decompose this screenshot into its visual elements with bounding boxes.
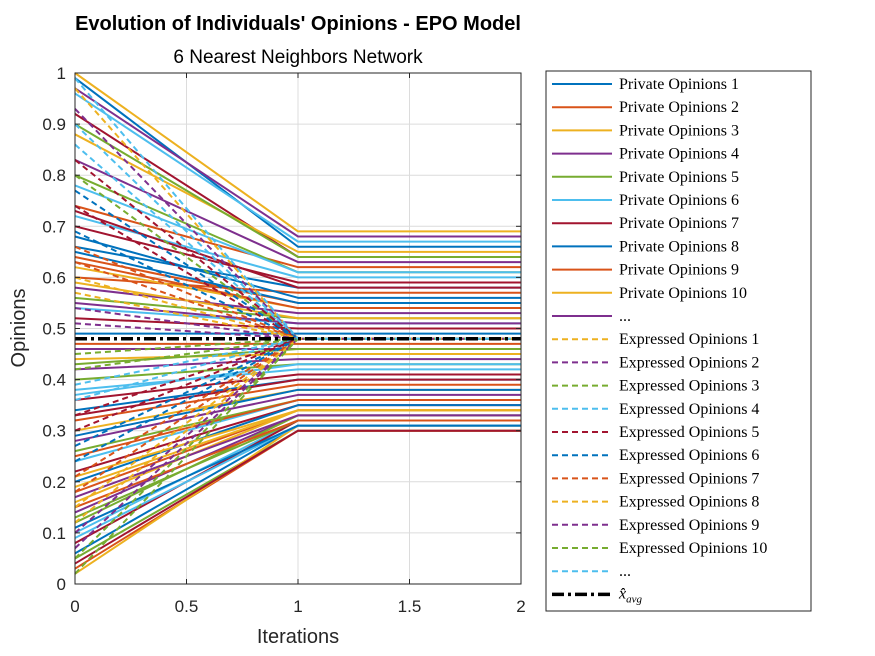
y-tick-label: 0.9: [42, 115, 66, 134]
private-opinion-line: [74, 373, 521, 402]
private-opinion-line: [74, 72, 521, 233]
x-tick-label: 0: [70, 597, 79, 616]
y-tick-label: 0.7: [42, 217, 66, 236]
private-opinion-line: [74, 286, 521, 315]
private-opinion-line: [74, 368, 521, 391]
legend-label: Private Opinions 4: [619, 146, 739, 163]
private-opinion-line: [74, 317, 521, 330]
legend-label-average: x̂avg: [618, 585, 642, 605]
legend-label: Private Opinions 5: [619, 169, 739, 186]
expressed-opinion-line: [74, 337, 521, 509]
legend-box: [545, 70, 812, 612]
private-opinion-line: [74, 210, 521, 289]
legend-label: Expressed Opinions 1: [619, 331, 759, 348]
y-tick-label: 1: [57, 64, 66, 83]
private-opinion-line: [74, 404, 521, 483]
private-opinion-line: [74, 276, 521, 294]
private-opinion-line: [74, 353, 521, 361]
legend-label: ...: [619, 308, 631, 325]
private-opinion-line: [74, 281, 521, 320]
legend-label: Expressed Opinions 9: [619, 517, 759, 534]
y-axis-label: Opinions: [8, 289, 30, 368]
expressed-opinion-line: [74, 337, 521, 447]
private-opinion-line: [74, 301, 521, 325]
private-opinion-line: [74, 363, 521, 396]
expressed-opinion-line: [74, 230, 521, 340]
legend-label: Private Opinions 8: [619, 238, 739, 255]
y-tick-label: 0.2: [42, 473, 66, 492]
private-opinion-line: [74, 393, 521, 442]
private-opinion-line: [74, 383, 521, 422]
legend-label: Expressed Opinions 7: [619, 470, 759, 487]
legend-label: ...: [619, 563, 631, 580]
legend-label: Private Opinions 1: [619, 76, 739, 93]
x-tick-label: 0.5: [175, 597, 199, 616]
private-opinion-line: [74, 399, 521, 458]
private-opinion-line: [74, 358, 521, 371]
private-opinion-line: [74, 250, 521, 304]
legend-label: Expressed Opinions 5: [619, 424, 759, 441]
private-opinion-lines: [74, 72, 521, 575]
private-opinion-line: [74, 133, 521, 253]
plot-area: 0 0.5 1 1.5 2 0 0.1 0.2 0.3 0.4 0.5 0.6 0.7 0.8 0.9 1: [42, 64, 525, 616]
y-tick-label: 0.5: [42, 320, 66, 339]
chart-title: Evolution of Individuals' Opinions - EPO…: [75, 13, 521, 35]
private-opinion-line: [74, 92, 521, 243]
private-opinion-line: [74, 184, 521, 274]
private-opinion-line: [74, 204, 521, 269]
legend-label: Private Opinions 6: [619, 192, 739, 209]
private-opinion-line: [74, 378, 521, 417]
y-tick-label: 0.6: [42, 268, 66, 287]
private-opinion-line: [74, 414, 521, 499]
x-axis-label: Iterations: [257, 626, 339, 648]
legend-items: Private Opinions 1 Private Opinions 2 Priv…: [552, 76, 767, 605]
private-opinion-line: [74, 77, 521, 248]
legend-label: Expressed Opinions 2: [619, 354, 759, 371]
legend-label: Private Opinions 10: [619, 285, 747, 302]
private-opinion-line: [74, 158, 521, 264]
y-tick-label: 0.4: [42, 371, 66, 390]
private-opinion-line: [74, 87, 521, 238]
y-tick-label: 0.8: [42, 166, 66, 185]
y-tick-label: 0.1: [42, 524, 66, 543]
y-tick-label: 0.3: [42, 422, 66, 441]
expressed-opinion-line: [74, 291, 521, 340]
y-tick-label: 0: [57, 575, 66, 594]
legend-label: Expressed Opinions 4: [619, 401, 759, 418]
legend-label: Private Opinions 2: [619, 99, 739, 116]
expressed-opinion-line: [74, 337, 521, 386]
legend: Private Opinions 1 Private Opinions 2 Priv…: [545, 70, 812, 612]
x-tick-label: 1: [293, 597, 302, 616]
private-opinion-line: [74, 424, 521, 529]
legend-label: Expressed Opinions 3: [619, 378, 759, 395]
x-tick-label: 2: [516, 597, 525, 616]
legend-label: Private Opinions 9: [619, 262, 739, 279]
expressed-opinion-line: [74, 123, 521, 340]
chart-subtitle: 6 Nearest Neighbors Network: [173, 47, 423, 68]
private-opinion-line: [74, 225, 521, 284]
legend-label: Expressed Opinions 10: [619, 540, 767, 557]
legend-label: Expressed Opinions 6: [619, 447, 759, 464]
private-opinion-line: [74, 429, 521, 565]
legend-label: Expressed Opinions 8: [619, 494, 759, 511]
legend-label: Private Opinions 3: [619, 122, 739, 139]
private-opinion-line: [74, 123, 521, 258]
legend-label: Private Opinions 7: [619, 215, 739, 232]
private-opinion-line: [74, 235, 521, 299]
private-opinion-line: [74, 409, 521, 488]
ticks: 0 0.5 1 1.5 2 0 0.1 0.2 0.3 0.4 0.5 0.6 0.7 0.8 0.9 1: [42, 64, 525, 616]
x-tick-label: 1.5: [398, 597, 422, 616]
